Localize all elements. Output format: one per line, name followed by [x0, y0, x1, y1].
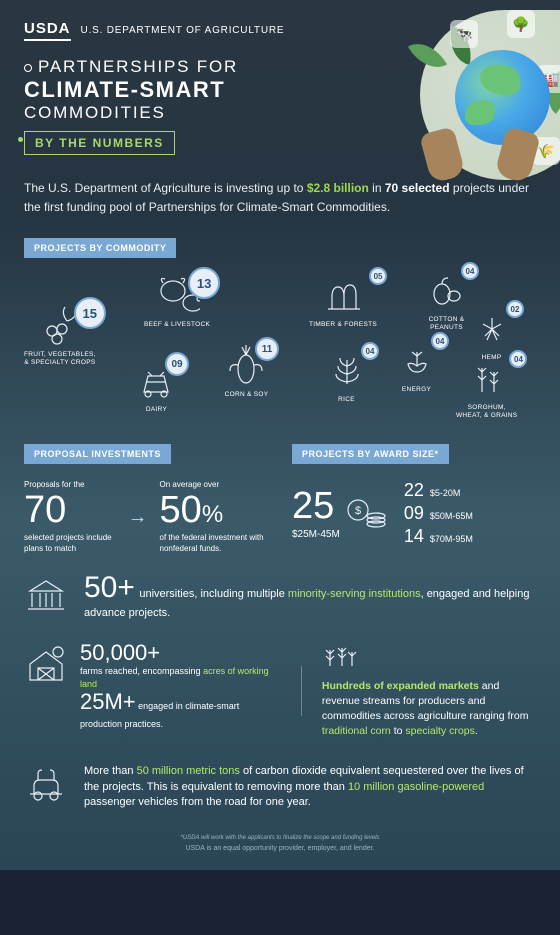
commodity-label: FRUIT, VEGETABLES,& SPECIALTY CROPS: [24, 351, 96, 367]
commodity-label: DAIRY: [134, 406, 179, 414]
commodity-item: 02 HEMP: [469, 306, 514, 362]
vehicle-icon: [24, 764, 68, 808]
arrow-icon: →: [128, 506, 148, 529]
title-main: CLIMATE-SMART: [24, 77, 344, 103]
awards-main-count: 25: [292, 487, 340, 525]
farms-markets-row: 50,000+ farms reached, encompassing acre…: [0, 632, 560, 750]
markets-hl2: specialty crops: [405, 725, 474, 737]
university-icon: [24, 573, 68, 617]
commodity-item: 09 DAIRY: [134, 358, 179, 414]
commodity-item: 11 CORN & SOY: [224, 343, 269, 399]
commodity-label: CORN & SOY: [224, 391, 269, 399]
commodity-item: 04 SORGHUM,WHEAT, & GRAINS: [456, 356, 517, 420]
universities-num: 50+: [84, 571, 135, 604]
awards-side-list: 22 $5-20M 09 $50M-65M 14 $70M-95M: [404, 480, 473, 547]
commodity-label: BEEF & LIVESTOCK: [144, 321, 210, 329]
award-range: $70M-95M: [430, 534, 473, 544]
stats-two-col: PROPOSAL INVESTMENTS Proposals for the 7…: [0, 436, 560, 563]
markets-hl1: traditional corn: [322, 725, 391, 737]
commodity-item: 05 TIMBER & FORESTS: [309, 273, 377, 329]
commodity-label: TIMBER & FORESTS: [309, 321, 377, 329]
awards-main-range: $25M-45M: [292, 529, 340, 540]
commodity-label: COTTON &PEANUTS: [424, 316, 469, 332]
proposal-right-num: 50: [160, 489, 202, 531]
tree-icon: 🌳: [507, 10, 535, 38]
award-range: $50M-65M: [430, 511, 473, 521]
commodity-item: 04 RICE: [324, 348, 369, 404]
awards-pill: PROJECTS BY AWARD SIZE*: [292, 444, 449, 464]
commodity-label: RICE: [324, 396, 369, 404]
farms-num1: 50,000+: [80, 640, 160, 665]
title-sub: COMMODITIES: [24, 103, 344, 123]
title-block: PARTNERSHIPS FOR CLIMATE-SMART COMMODITI…: [24, 57, 344, 155]
award-count: 22: [404, 480, 424, 501]
commodity-item: 13 BEEF & LIVESTOCK: [144, 273, 210, 329]
proposal-pct: %: [202, 501, 223, 528]
infographic-page: USDA U.S. DEPARTMENT OF AGRICULTURE 🐄 🌳 …: [0, 0, 560, 870]
commodity-badge: 04: [361, 342, 379, 360]
farms-num2: 25M+: [80, 689, 136, 714]
commodity-badge: 15: [74, 297, 106, 329]
footer-note: *USDA will work with the applicants to f…: [24, 835, 536, 841]
commodity-badge: 05: [369, 267, 387, 285]
proposal-investments: PROPOSAL INVESTMENTS Proposals for the 7…: [24, 444, 268, 555]
logo-mark: USDA: [24, 20, 71, 41]
award-count: 09: [404, 503, 424, 524]
title-line1: PARTNERSHIPS FOR: [38, 57, 238, 76]
commodity-badge: 09: [165, 352, 189, 376]
commodities-section: PROJECTS BY COMMODITY 15 FRUIT, VEGETABL…: [0, 230, 560, 436]
commodity-badge: 02: [506, 300, 524, 318]
proposal-right-below: of the federal investment with nonfedera…: [160, 533, 268, 555]
carbon-hl2: 10 million gasoline-powered: [348, 781, 484, 793]
intro-amount: $2.8 billion: [307, 181, 369, 195]
earth-icon: [455, 50, 550, 145]
award-count: 14: [404, 526, 424, 547]
award-side-item: 14 $70M-95M: [404, 526, 473, 547]
proposal-pill: PROPOSAL INVESTMENTS: [24, 444, 171, 464]
barn-icon: [24, 642, 68, 686]
commodity-item: 04 COTTON &PEANUTS: [424, 268, 469, 332]
commodity-badge: 04: [431, 332, 449, 350]
awards-section: PROJECTS BY AWARD SIZE* 25 $25M-45M $ 22…: [292, 444, 536, 555]
award-range: $5-20M: [430, 488, 461, 498]
proposal-right-above: On average over: [160, 480, 268, 489]
commodity-badge: 04: [461, 262, 479, 280]
crops-icon: [322, 642, 358, 670]
award-side-item: 09 $50M-65M: [404, 503, 473, 524]
universities-hl: minority-serving institutions: [288, 588, 421, 600]
markets-headline: Hundreds of expanded markets: [322, 680, 479, 692]
footer: *USDA will work with the applicants to f…: [0, 825, 560, 870]
commodity-badge: 04: [509, 350, 527, 368]
proposal-left-below: selected projects include plans to match: [24, 533, 116, 555]
commodity-label: ENERGY: [394, 386, 439, 394]
title-tag: BY THE NUMBERS: [24, 131, 175, 155]
universities-row: 50+ universities, including multiple min…: [0, 563, 560, 632]
proposal-left-above: Proposals for the: [24, 480, 116, 489]
award-side-item: 22 $5-20M: [404, 480, 473, 501]
carbon-row: More than 50 million metric tons of carb…: [0, 750, 560, 826]
svg-text:$: $: [355, 505, 361, 517]
commodities-chart: 15 FRUIT, VEGETABLES,& SPECIALTY CROPS 1…: [24, 268, 536, 428]
globe-illustration: 🐄 🌳 🏭 🌾: [400, 10, 560, 200]
footer-eq: USDA is an equal opportunity provider, e…: [24, 845, 536, 852]
commodity-badge: 11: [255, 337, 279, 361]
commodity-item: 04 ENERGY: [394, 338, 439, 394]
proposal-left-num: 70: [24, 491, 116, 529]
coins-icon: $: [344, 496, 388, 532]
commodity-label: SORGHUM,WHEAT, & GRAINS: [456, 404, 517, 420]
cow-icon: 🐄: [450, 20, 478, 48]
commodity-item: 15 FRUIT, VEGETABLES,& SPECIALTY CROPS: [24, 303, 96, 367]
divider: [301, 666, 302, 716]
commodity-badge: 13: [188, 267, 220, 299]
logo-text: U.S. DEPARTMENT OF AGRICULTURE: [81, 25, 285, 36]
commodities-pill: PROJECTS BY COMMODITY: [24, 238, 176, 258]
header: USDA U.S. DEPARTMENT OF AGRICULTURE 🐄 🌳 …: [0, 0, 560, 165]
carbon-hl1: 50 million metric tons: [137, 765, 240, 777]
